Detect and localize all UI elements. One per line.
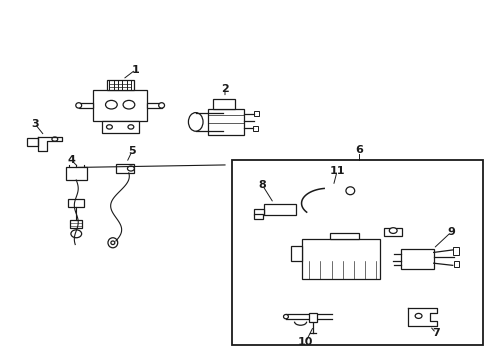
Text: 4: 4 (67, 155, 75, 165)
FancyBboxPatch shape (79, 103, 93, 108)
Ellipse shape (111, 241, 115, 244)
FancyBboxPatch shape (26, 138, 38, 146)
FancyBboxPatch shape (207, 109, 244, 135)
Text: 5: 5 (128, 145, 136, 156)
Ellipse shape (108, 238, 118, 248)
Circle shape (123, 100, 135, 109)
Text: 7: 7 (431, 328, 439, 338)
Circle shape (52, 137, 58, 141)
Circle shape (388, 228, 396, 233)
FancyBboxPatch shape (65, 167, 87, 180)
FancyBboxPatch shape (301, 239, 379, 279)
Text: 10: 10 (297, 337, 312, 347)
FancyBboxPatch shape (116, 164, 134, 173)
Text: 11: 11 (329, 166, 344, 176)
Ellipse shape (345, 187, 354, 195)
FancyBboxPatch shape (452, 247, 458, 255)
FancyBboxPatch shape (264, 204, 295, 215)
FancyBboxPatch shape (254, 214, 263, 220)
FancyBboxPatch shape (212, 99, 234, 109)
FancyBboxPatch shape (453, 261, 458, 267)
Text: 1: 1 (132, 64, 140, 75)
FancyBboxPatch shape (147, 103, 161, 108)
FancyBboxPatch shape (400, 249, 433, 269)
FancyBboxPatch shape (70, 220, 82, 228)
Circle shape (414, 314, 421, 319)
FancyBboxPatch shape (384, 228, 401, 236)
FancyBboxPatch shape (329, 233, 358, 239)
FancyBboxPatch shape (290, 246, 301, 261)
Text: 2: 2 (221, 84, 228, 94)
FancyBboxPatch shape (93, 90, 147, 121)
Ellipse shape (283, 315, 288, 319)
Circle shape (105, 100, 117, 109)
Text: 6: 6 (354, 144, 362, 154)
FancyBboxPatch shape (232, 160, 483, 345)
FancyBboxPatch shape (254, 209, 264, 215)
FancyBboxPatch shape (252, 126, 257, 131)
Text: 8: 8 (258, 180, 266, 190)
Circle shape (128, 125, 134, 129)
Text: 3: 3 (31, 119, 39, 129)
Circle shape (106, 125, 112, 129)
FancyBboxPatch shape (102, 121, 139, 133)
FancyBboxPatch shape (106, 80, 134, 90)
FancyBboxPatch shape (254, 111, 259, 116)
FancyBboxPatch shape (308, 314, 316, 322)
Circle shape (127, 166, 134, 171)
Text: 9: 9 (447, 227, 454, 237)
Ellipse shape (76, 103, 81, 108)
Ellipse shape (71, 230, 81, 238)
Ellipse shape (158, 103, 164, 108)
Ellipse shape (188, 113, 203, 131)
FancyBboxPatch shape (68, 199, 84, 207)
